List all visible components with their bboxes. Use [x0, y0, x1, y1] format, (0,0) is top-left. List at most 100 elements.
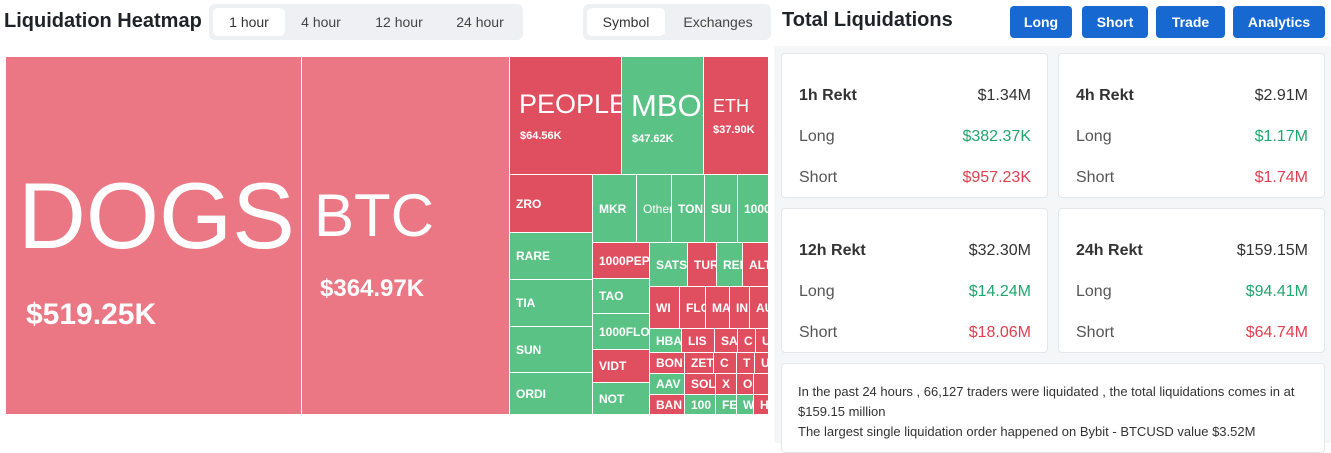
heatmap-tile-rei[interactable]: REI	[717, 243, 743, 287]
tile-symbol: O	[743, 377, 753, 391]
heatmap-tile-sun[interactable]: SUN	[510, 327, 593, 373]
short-button[interactable]: Short	[1082, 6, 1148, 38]
heatmap-tile-fe[interactable]: FE	[716, 395, 737, 415]
short-label: Short	[799, 169, 838, 186]
card-total: $1.34M	[977, 87, 1031, 104]
tile-symbol: TIA	[516, 296, 536, 310]
tile-symbol: NOT	[599, 391, 625, 406]
heatmap-tile-aav[interactable]: AAV	[650, 374, 685, 395]
heatmap-tile-w[interactable]: W	[737, 395, 754, 415]
heatmap-tile-au[interactable]: AU	[750, 287, 769, 329]
tile-symbol: AU	[756, 300, 768, 315]
analytics-button[interactable]: Analytics	[1233, 6, 1325, 38]
rekt-card-4h: 4h Rekt $2.91M Long $1.17M Short $1.74M	[1058, 53, 1325, 198]
heatmap-tile-mbox[interactable]: MBOX $47.62K	[622, 57, 704, 175]
heatmap-tile-1000[interactable]: 1000	[738, 175, 769, 243]
tile-symbol: TUR	[694, 257, 717, 272]
tile-symbol: C	[720, 356, 729, 370]
heatmap-tile-bon[interactable]: BON	[650, 353, 685, 374]
tab-1-hour[interactable]: 1 hour	[213, 8, 285, 36]
tile-symbol: ZET	[691, 356, 714, 370]
heatmap-tile-1000floki[interactable]: 1000FLOKI	[593, 314, 650, 350]
heatmap-tile-tur[interactable]: TUR	[688, 243, 717, 287]
tile-symbol: LIS	[688, 333, 707, 348]
heatmap-tile-ban[interactable]: BAN	[650, 395, 685, 415]
heatmap-tile-t[interactable]: T	[737, 353, 755, 374]
tile-symbol: AAV	[656, 377, 681, 391]
card-total: $159.15M	[1236, 242, 1308, 259]
heatmap-tile-sol[interactable]: SOL	[685, 374, 716, 395]
heatmap-tile-un[interactable]: UN	[756, 329, 769, 353]
tab-symbol[interactable]: Symbol	[587, 8, 665, 36]
long-label: Long	[1076, 283, 1112, 300]
heatmap-tile-zet[interactable]: ZET	[685, 353, 714, 374]
tile-value: $47.62K	[632, 133, 674, 145]
tile-symbol: UN	[762, 334, 768, 348]
heatmap-tile-other[interactable]: Other	[637, 175, 672, 243]
short-value: $1.74M	[1254, 169, 1308, 186]
heatmap-tile-1000pepe[interactable]: 1000PEPE	[593, 243, 650, 279]
tile-symbol: ALT	[749, 257, 768, 272]
heatmap-tile-sui[interactable]: SUI	[705, 175, 738, 243]
heatmap-tile-ma[interactable]: MA	[706, 287, 730, 329]
heatmap-tile-alt[interactable]: ALT	[743, 243, 769, 287]
heatmap-tile-not[interactable]: NOT	[593, 383, 650, 415]
heatmap-tile-btc[interactable]: BTC $364.97K	[302, 57, 510, 415]
short-label: Short	[1076, 169, 1115, 186]
tile-symbol: DOGS	[18, 163, 295, 268]
card-total: $2.91M	[1254, 87, 1308, 104]
heatmap-tile-o[interactable]: O	[737, 374, 754, 395]
heatmap-tile-u[interactable]: U	[755, 353, 769, 374]
heatmap-tile-sa[interactable]: SA	[715, 329, 738, 353]
tile-symbol: PEOPLE	[519, 89, 622, 119]
heatmap-tile-eth[interactable]: ETH $37.90K	[704, 57, 769, 175]
heatmap-tile-100[interactable]: 100	[685, 395, 716, 415]
heatmap-tile-tao[interactable]: TAO	[593, 279, 650, 314]
heatmap-tile-c[interactable]: C	[738, 329, 756, 353]
tile-symbol: HBA	[656, 333, 682, 348]
info-text-largest-order: The largest single liquidation order hap…	[798, 424, 1256, 439]
long-button[interactable]: Long	[1010, 6, 1072, 38]
heatmap-tile-tia[interactable]: TIA	[510, 280, 593, 327]
card-label: 1h Rekt	[799, 87, 857, 104]
heatmap-tile-lis[interactable]: LIS	[682, 329, 715, 353]
tile-symbol: 1000FLOKI	[599, 324, 650, 339]
heatmap-tile-h[interactable]: H	[754, 395, 769, 415]
tile-symbol: IN	[736, 300, 748, 315]
heatmap-tile-rare[interactable]: RARE	[510, 233, 593, 280]
heatmap-tile-misc-1[interactable]	[754, 374, 769, 395]
heatmap-tile-hba[interactable]: HBA	[650, 329, 682, 353]
tab-24-hour[interactable]: 24 hour	[456, 14, 504, 30]
heatmap-tile-mkr[interactable]: MKR	[593, 175, 637, 243]
liquidation-info-card: In the past 24 hours , 66,127 traders we…	[781, 363, 1325, 453]
heatmap-tile-wi[interactable]: WI	[650, 287, 680, 329]
liquidation-heatmap: DOGS $519.25K BTC $364.97K PEOPLE $64.56…	[6, 57, 769, 415]
heatmap-tile-zro[interactable]: ZRO	[510, 175, 593, 233]
tile-symbol: TON	[678, 201, 704, 216]
tile-symbol: ORDI	[516, 386, 546, 401]
tab-12-hour[interactable]: 12 hour	[375, 14, 423, 30]
tab-4-hour[interactable]: 4 hour	[301, 14, 341, 30]
heatmap-tile-in[interactable]: IN	[730, 287, 750, 329]
tile-symbol: BTC	[314, 182, 434, 249]
tile-symbol: REI	[723, 257, 743, 272]
summary-panel: 1h Rekt $1.34M Long $382.37K Short $957.23K…	[774, 46, 1331, 453]
heatmap-tile-ordi[interactable]: ORDI	[510, 373, 593, 415]
tile-value: $37.90K	[713, 124, 755, 136]
heatmap-tile-dogs[interactable]: DOGS $519.25K	[6, 57, 302, 415]
heatmap-tile-vidt[interactable]: VIDT	[593, 350, 650, 383]
heatmap-tile-flo[interactable]: FLO	[680, 287, 706, 329]
card-total: $32.30M	[968, 242, 1031, 259]
heatmap-tile-c2[interactable]: C	[714, 353, 737, 374]
long-value: $94.41M	[1245, 283, 1308, 300]
mode-selector: Symbol Exchanges	[583, 4, 771, 40]
heatmap-tile-people[interactable]: PEOPLE $64.56K	[510, 57, 622, 175]
heatmap-tile-sats[interactable]: SATS	[650, 243, 688, 287]
tile-symbol: FLO	[686, 300, 705, 315]
tile-symbol: 1000	[744, 201, 769, 216]
tab-exchanges[interactable]: Exchanges	[683, 14, 753, 30]
trade-button[interactable]: Trade	[1156, 6, 1225, 38]
info-text-summary: In the past 24 hours , 66,127 traders we…	[798, 384, 1295, 419]
heatmap-tile-x[interactable]: X	[716, 374, 737, 395]
heatmap-tile-ton[interactable]: TON	[672, 175, 705, 243]
